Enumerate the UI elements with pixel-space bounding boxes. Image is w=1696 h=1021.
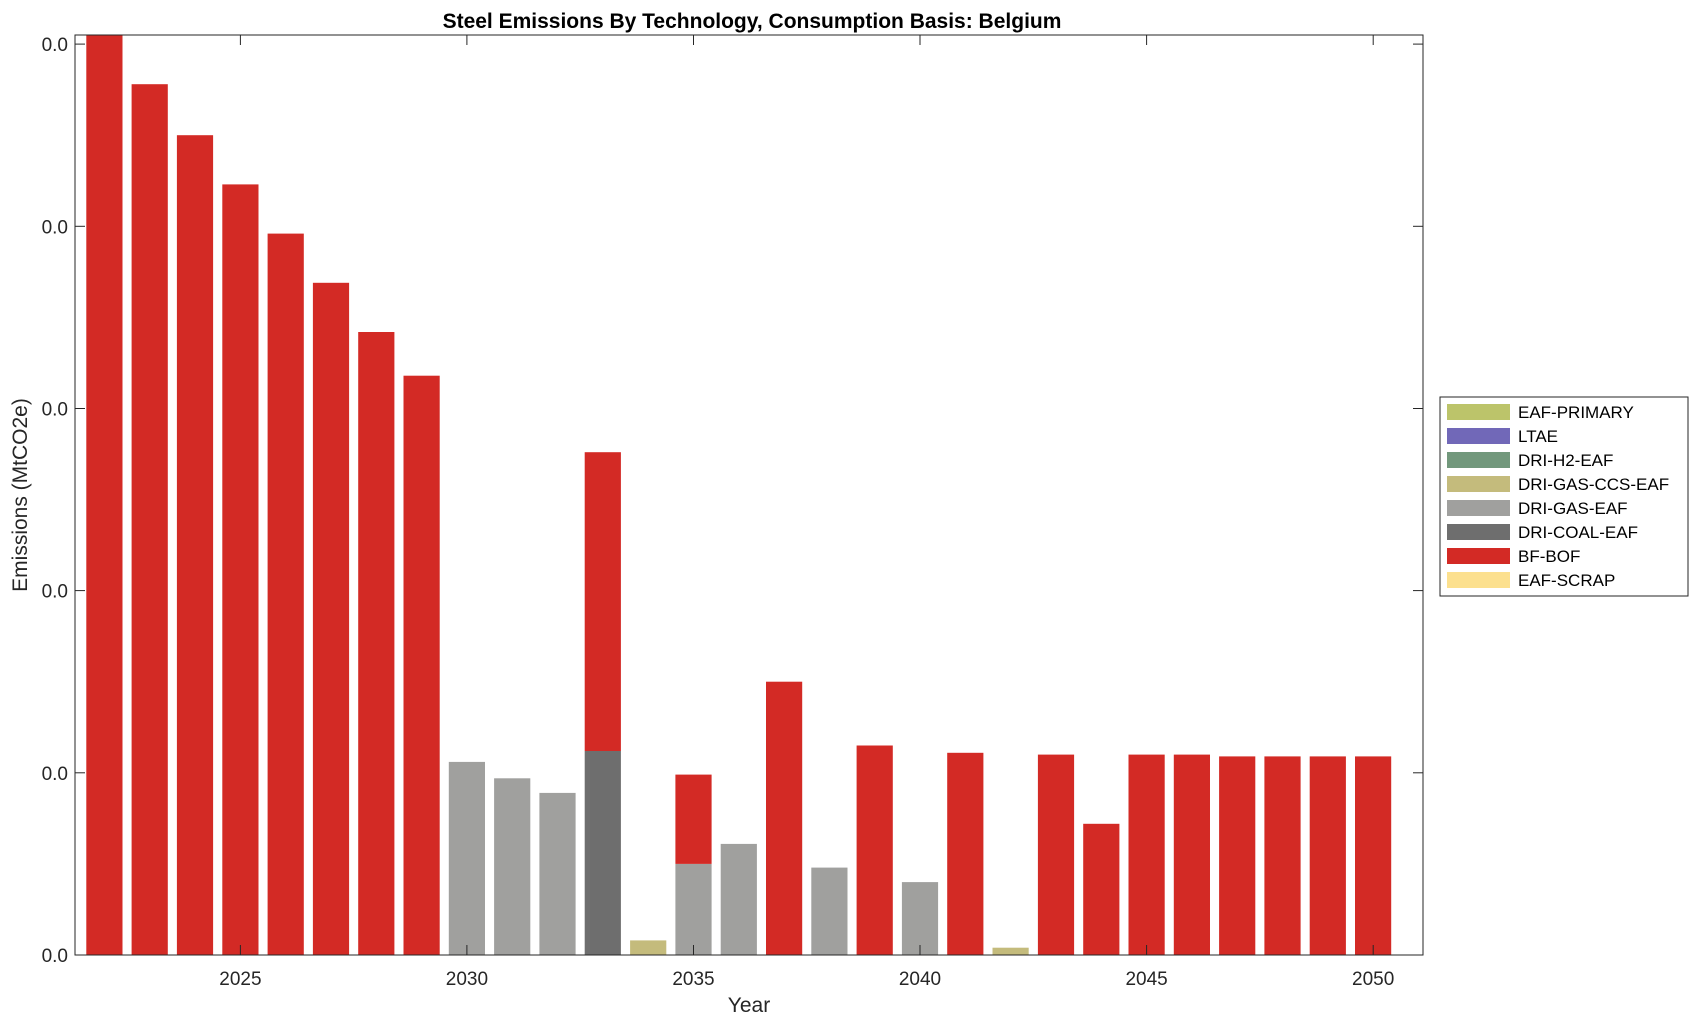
bar-bf-bof-2033 [584,452,621,751]
y-tick-label: 0.0 [42,582,68,603]
chart-title: Steel Emissions By Technology, Consumpti… [443,10,1062,33]
legend-label-eaf-primary: EAF-PRIMARY [1518,403,1634,422]
legend-swatch-eaf-scrap [1447,572,1510,588]
bar-bf-bof-2023 [131,84,168,955]
x-tick-label: 2040 [899,969,941,990]
legend-swatch-dri-gas-ccs-eaf [1447,476,1510,492]
legend-box [1439,396,1689,597]
bar-bf-bof-2022 [86,35,123,955]
bar-bf-bof-2049 [1309,756,1346,955]
y-axis-label: Emissions (MtCO2e) [9,398,32,592]
bar-bf-bof-2044 [1083,823,1120,955]
bar-dri-coal-eaf-2033 [584,751,621,955]
bar-bf-bof-2027 [312,282,350,955]
legend-swatch-eaf-primary [1447,404,1510,420]
legend: EAF-PRIMARY LTAE DRI-H2-EAF DRI-GAS-CCS-EAF… [1439,396,1689,597]
x-tick-label: 2050 [1352,969,1394,990]
bar-dri-gas-ccs-eaf-2042 [992,947,1029,955]
x-tick-label: 2030 [446,969,488,990]
legend-swatch-dri-gas-eaf [1447,500,1510,516]
bar-bf-bof-2039 [856,745,893,955]
legend-label-dri-coal-eaf: DRI-COAL-EAF [1518,523,1638,542]
bar-dri-gas-eaf-2038 [811,867,848,955]
x-axis-label: Year [728,994,770,1017]
bar-dri-gas-ccs-eaf-2034 [630,940,667,955]
legend-label-bf-bof: BF-BOF [1518,547,1580,566]
y-tick-label: 0.0 [42,764,68,785]
bar-bf-bof-2026 [267,233,304,956]
legend-label-dri-h2-eaf: DRI-H2-EAF [1518,451,1613,470]
bar-bf-bof-2037 [766,681,803,955]
legend-swatch-bf-bof [1447,548,1510,564]
bar-bf-bof-2046 [1173,754,1210,955]
bar-bf-bof-2048 [1264,756,1301,955]
bar-bf-bof-2035 [675,774,712,864]
y-tick-label: 0.0 [42,35,68,56]
x-tick-label: 2045 [1125,969,1167,990]
plot-area-frame [74,34,1424,956]
x-tick-label: 2035 [672,969,714,990]
bar-dri-gas-eaf-2035 [675,863,712,955]
legend-label-ltae: LTAE [1518,427,1558,446]
legend-swatch-dri-coal-eaf [1447,524,1510,540]
bar-bf-bof-2028 [358,332,395,955]
bar-bf-bof-2025 [222,184,259,955]
bar-dri-gas-eaf-2031 [494,778,531,955]
bar-dri-gas-eaf-2030 [448,761,485,955]
bar-dri-gas-eaf-2032 [539,792,576,955]
bar-bf-bof-2047 [1219,756,1256,955]
legend-swatch-ltae [1447,428,1510,444]
bars-layer [86,35,1392,956]
y-tick-label: 0.0 [42,946,68,967]
bar-dri-gas-eaf-2036 [720,843,757,955]
bar-bf-bof-2041 [947,752,984,955]
y-tick-label: 0.0 [42,217,68,238]
bar-bf-bof-2029 [403,375,440,955]
axis-ticks: 2025 2030 2035 2040 2045 2050 0.0 0.0 0.0 0.0 0.0 0… [42,35,1423,990]
y-tick-label: 0.0 [42,400,68,421]
legend-label-dri-gas-eaf: DRI-GAS-EAF [1518,499,1628,518]
legend-label-dri-gas-ccs-eaf: DRI-GAS-CCS-EAF [1518,475,1669,494]
bar-bf-bof-2045 [1128,754,1165,955]
bar-dri-gas-eaf-2040 [901,882,939,955]
legend-label-eaf-scrap: EAF-SCRAP [1518,571,1615,590]
bar-bf-bof-2024 [176,135,214,955]
legend-swatch-dri-h2-eaf [1447,452,1510,468]
x-tick-label: 2025 [219,969,261,990]
bar-bf-bof-2043 [1037,754,1075,955]
bar-bf-bof-2050 [1355,756,1392,955]
